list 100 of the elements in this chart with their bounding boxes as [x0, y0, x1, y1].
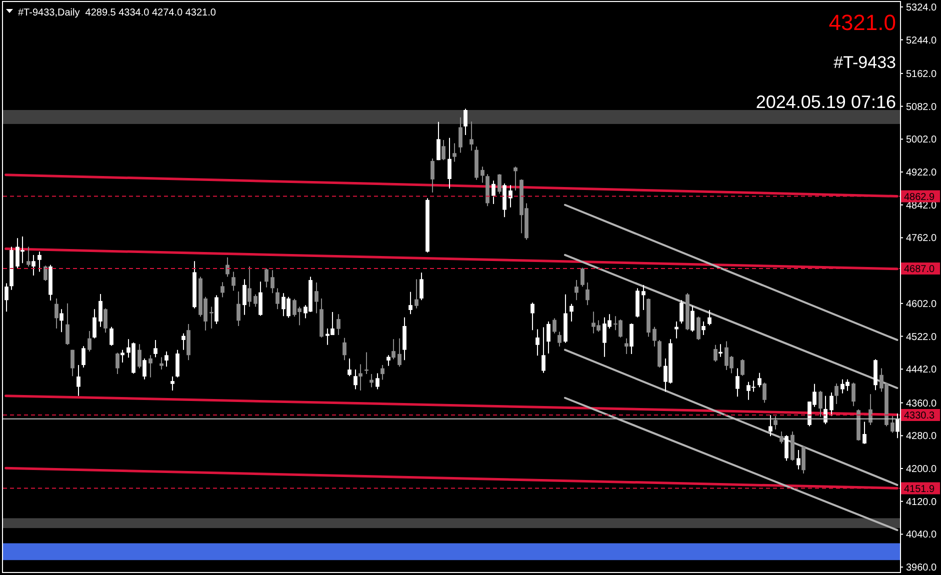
- candlestick: [718, 344, 722, 358]
- candlestick: [492, 180, 496, 205]
- candlestick: [70, 349, 74, 377]
- candlestick: [88, 330, 92, 352]
- candlestick: [818, 390, 822, 418]
- y-tick-label: 4280.0: [906, 431, 938, 442]
- candlestick: [452, 142, 456, 162]
- y-tick-label: 5162.0: [906, 68, 938, 80]
- candlestick: [674, 320, 678, 339]
- candlestick: [702, 320, 706, 336]
- candlestick: [26, 246, 30, 267]
- annotation: 4321.0: [828, 10, 896, 35]
- candlestick: [148, 354, 152, 378]
- candlestick: [546, 320, 550, 354]
- candlestick: [220, 282, 224, 298]
- candlestick: [160, 356, 164, 370]
- annotation: #T-9433: [834, 53, 896, 72]
- candlestick: [38, 251, 42, 272]
- candlestick: [4, 282, 8, 312]
- candlestick: [380, 364, 384, 380]
- candlestick: [110, 326, 114, 346]
- y-tick-label: 5082.0: [906, 102, 938, 113]
- candlestick: [232, 271, 236, 292]
- candlestick: [364, 352, 368, 375]
- y-tick-label: 4922.0: [906, 168, 938, 179]
- candlestick: [60, 308, 64, 333]
- candlestick: [348, 358, 352, 377]
- candlestick: [690, 305, 694, 332]
- candlestick: [624, 338, 628, 354]
- candlestick: [498, 174, 502, 194]
- candlestick: [92, 308, 96, 339]
- candlestick: [736, 368, 740, 398]
- candlestick: [44, 265, 48, 282]
- y-tick-label: 4040.0: [906, 530, 938, 541]
- candlestick: [542, 326, 546, 374]
- y-tick-label: 5244.0: [906, 35, 938, 46]
- candlestick: [336, 314, 340, 336]
- candlestick: [514, 166, 518, 191]
- candlestick: [480, 166, 484, 184]
- candlestick: [76, 364, 80, 396]
- y-tick-label: 5324.0: [906, 2, 938, 14]
- candlestick: [774, 415, 778, 430]
- candlestick: [226, 256, 230, 278]
- candlestick: [398, 338, 402, 368]
- candlestick: [830, 392, 834, 416]
- candlestick: [558, 331, 562, 348]
- candlestick: [342, 337, 346, 361]
- candlestick: [392, 338, 396, 360]
- candlestick: [314, 282, 318, 314]
- candlestick: [448, 137, 452, 189]
- text: #T-9433,Daily 4289.5 4334.0 4274.0 4321.0: [18, 8, 216, 18]
- ref-line-label: 4862.9: [904, 192, 936, 203]
- candlestick: [154, 339, 158, 358]
- candlestick: [276, 288, 280, 310]
- candlestick: [182, 332, 186, 350]
- ref-line-label: 4687.0: [904, 264, 936, 276]
- ref-line-label: 4151.9: [904, 484, 936, 495]
- candlestick: [862, 421, 866, 444]
- candlestick: [402, 316, 406, 361]
- y-tick-label: 3960.0: [906, 562, 938, 574]
- candlestick: [570, 303, 574, 322]
- candlestick: [386, 354, 390, 366]
- candlestick: [890, 415, 894, 434]
- candlestick: [834, 383, 838, 405]
- candlestick: [574, 280, 578, 301]
- candlestick: [680, 300, 684, 324]
- candlestick: [824, 395, 828, 425]
- candlestick: [430, 158, 434, 194]
- candlestick: [530, 302, 534, 331]
- y-tick-label: 4120.0: [906, 496, 938, 508]
- candlestick: [586, 282, 590, 306]
- candlestick: [176, 349, 180, 378]
- candlestick: [780, 431, 784, 444]
- candlestick: [254, 294, 258, 308]
- candlestick: [82, 346, 86, 368]
- candlestick: [236, 291, 240, 327]
- y-tick-label: 4762.0: [906, 233, 938, 244]
- y-tick-label: 4522.0: [906, 332, 938, 343]
- candlestick: [868, 394, 872, 426]
- candlestick: [802, 445, 806, 474]
- candlestick: [138, 344, 142, 369]
- candlestick: [408, 291, 412, 315]
- candlestick: [436, 121, 440, 161]
- ref-line-label: 4330.3: [904, 410, 936, 422]
- candlestick: [420, 272, 424, 301]
- candlestick: [414, 278, 418, 309]
- candlestick: [116, 352, 120, 375]
- y-tick-label: 4442.0: [906, 364, 938, 376]
- candlestick: [358, 364, 362, 391]
- candlestick: [552, 318, 556, 334]
- candlestick: [66, 302, 70, 346]
- candlestick: [258, 281, 262, 316]
- candlestick: [630, 323, 634, 354]
- candlestick: [768, 414, 772, 437]
- y-tick-label: 5002.0: [906, 134, 938, 146]
- candlestick: [740, 358, 744, 376]
- candlestick: [708, 309, 712, 326]
- candlestick: [164, 350, 168, 368]
- candlestick: [98, 293, 102, 328]
- candlestick: [442, 139, 446, 161]
